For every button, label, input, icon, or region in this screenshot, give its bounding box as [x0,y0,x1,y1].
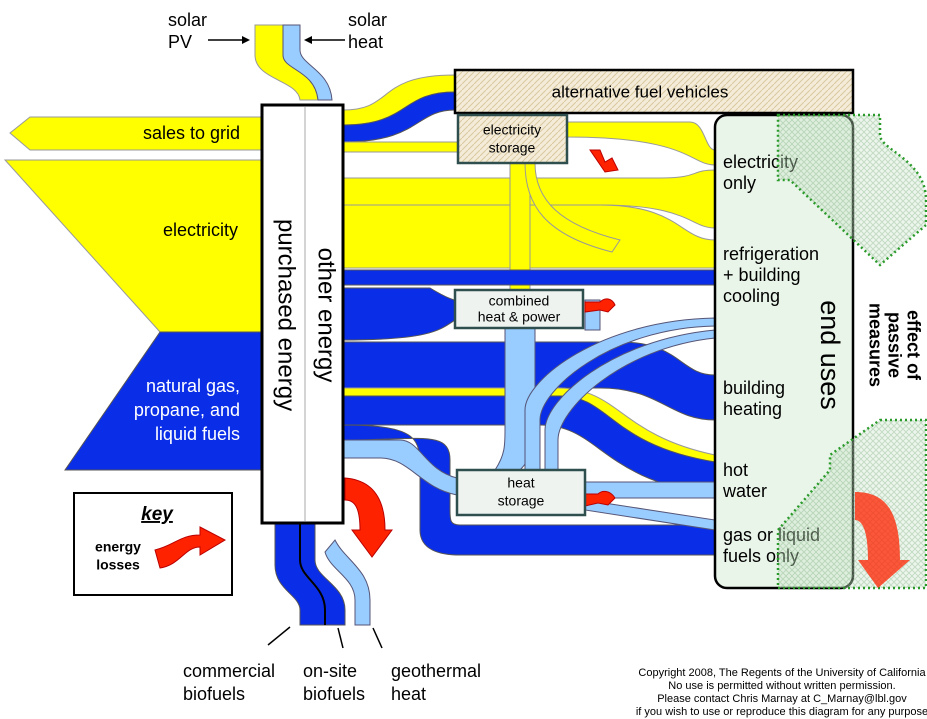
label: storage [498,493,545,509]
passive-shape [776,113,927,267]
label: solar [348,10,387,30]
label: energy [95,539,141,555]
label: building [723,378,785,398]
label: heat [348,32,383,52]
loss-arrow [589,149,619,173]
purchased-energy-box [260,103,345,525]
label: heat [391,684,426,704]
end-uses-title: end uses [815,300,845,410]
loss-arrow [584,298,616,313]
loss-arrow [855,492,910,588]
label: electricity [483,122,541,138]
arrow-head [242,36,250,44]
loss-arrow [344,477,393,558]
label: biofuels [183,684,245,704]
label: heat [507,475,534,491]
alt-fuel-box [453,68,855,115]
passive-label: effect of passive measures [865,303,923,387]
electricity-storage-box [456,113,569,165]
solar-heat-pipe [282,24,333,101]
flow [342,269,716,286]
label: natural gas, [146,376,240,396]
label: geothermal [391,661,481,681]
arrow [337,627,344,649]
key-title: key [141,504,174,525]
key-loss-arrow [154,526,227,569]
label: commercial [183,661,275,681]
label: propane, and [134,400,240,420]
flow [524,162,621,253]
label: effect of [903,310,923,381]
flow [566,121,716,166]
copyright-line: if you wish to use or reproduce this dia… [636,706,927,718]
label: PV [168,32,192,52]
label: electricity [163,220,238,240]
heat-storage-box [455,468,587,517]
label: heat & power [478,309,561,325]
label: passive [884,312,904,378]
geothermal-pipe [324,539,371,626]
flow [342,287,456,341]
label: refrigeration [723,244,819,264]
loss-arrow [584,490,616,507]
label: other energy [313,248,340,383]
arrow [372,627,383,649]
label: storage [489,140,536,156]
chp-box [453,288,585,330]
label: heating [723,399,782,419]
label: purchased energy [273,219,300,411]
arrow [267,626,291,646]
label: liquid fuels [155,424,240,444]
copyright-line: Copyright 2008, The Regents of the Unive… [638,667,926,679]
label: combined [489,293,550,309]
copyright-line: No use is permitted without written perm… [668,680,895,692]
copyright: Copyright 2008, The Regents of the Unive… [636,667,927,718]
label: cooling [723,286,780,306]
label: on-site [303,661,357,681]
electricity-flow [3,159,263,333]
arrow-head [304,36,312,44]
label: water [722,481,767,501]
label: measures [865,303,885,387]
label: only [723,173,756,193]
label: alternative fuel vehicles [552,82,729,101]
label: solar [168,10,207,30]
label: losses [96,557,140,573]
label: + building [723,265,801,285]
divider [299,523,326,625]
label: hot [723,460,748,480]
label: sales to grid [143,123,240,143]
copyright-line: Please contact Chris Marnay at C_Marnay@… [657,693,907,705]
label: biofuels [303,684,365,704]
flow [342,141,459,153]
